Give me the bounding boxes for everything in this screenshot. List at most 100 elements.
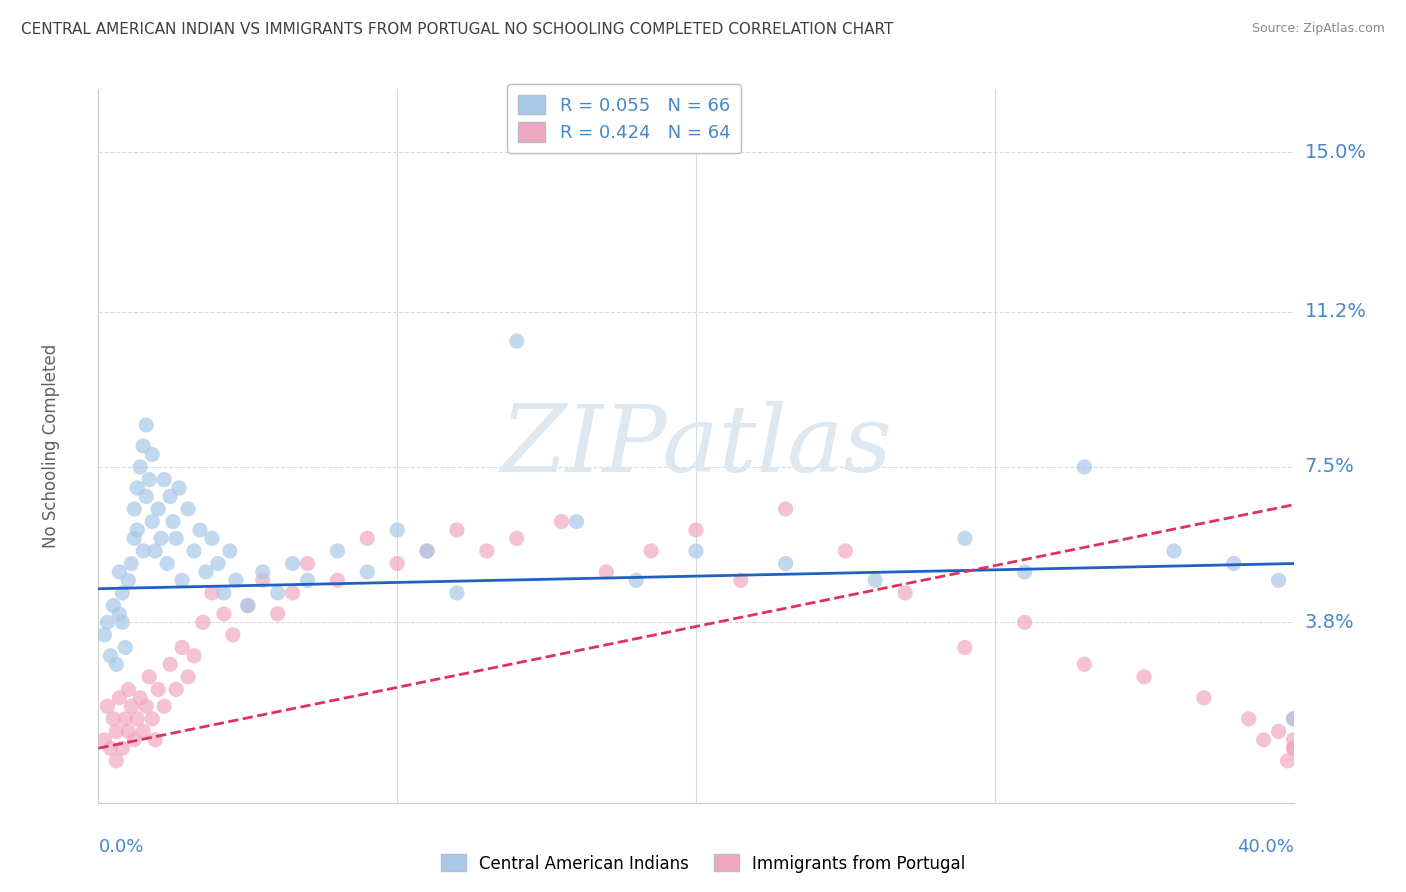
Point xyxy=(1192,690,1215,705)
Point xyxy=(165,682,187,697)
Point xyxy=(117,724,139,739)
Point xyxy=(135,699,157,714)
Point xyxy=(225,574,247,588)
Point xyxy=(1253,732,1275,747)
Point xyxy=(775,502,797,516)
Text: 7.5%: 7.5% xyxy=(1305,458,1354,476)
Point xyxy=(129,690,152,705)
Point xyxy=(138,670,160,684)
Point xyxy=(96,615,118,630)
Point xyxy=(281,586,304,600)
Point xyxy=(281,557,304,571)
Point xyxy=(201,586,224,600)
Point xyxy=(236,599,259,613)
Point xyxy=(252,565,274,579)
Point xyxy=(98,648,122,663)
Point xyxy=(191,615,214,630)
Point xyxy=(138,473,160,487)
Point xyxy=(506,532,529,546)
Point xyxy=(141,447,163,461)
Point xyxy=(1014,615,1036,630)
Point xyxy=(1163,544,1185,558)
Point xyxy=(143,732,166,747)
Point xyxy=(1277,754,1299,768)
Point xyxy=(775,557,797,571)
Point xyxy=(1282,712,1305,726)
Point xyxy=(219,544,242,558)
Point xyxy=(834,544,856,558)
Point xyxy=(108,690,131,705)
Point xyxy=(446,523,468,537)
Point xyxy=(156,557,179,571)
Point xyxy=(1223,557,1246,571)
Point xyxy=(124,732,146,747)
Text: 40.0%: 40.0% xyxy=(1237,838,1294,856)
Point xyxy=(103,599,125,613)
Point xyxy=(127,712,149,726)
Point xyxy=(640,544,662,558)
Point xyxy=(120,699,142,714)
Text: 15.0%: 15.0% xyxy=(1305,143,1367,161)
Point xyxy=(1282,712,1305,726)
Point xyxy=(953,640,976,655)
Point xyxy=(267,586,290,600)
Point xyxy=(177,670,200,684)
Point xyxy=(105,724,128,739)
Point xyxy=(326,544,349,558)
Point xyxy=(108,565,131,579)
Point xyxy=(93,628,115,642)
Point xyxy=(172,574,194,588)
Point xyxy=(162,515,184,529)
Point xyxy=(167,481,190,495)
Point xyxy=(894,586,917,600)
Text: CENTRAL AMERICAN INDIAN VS IMMIGRANTS FROM PORTUGAL NO SCHOOLING COMPLETED CORRE: CENTRAL AMERICAN INDIAN VS IMMIGRANTS FR… xyxy=(21,22,893,37)
Point xyxy=(865,574,887,588)
Point xyxy=(1267,724,1289,739)
Point xyxy=(1014,565,1036,579)
Point xyxy=(105,754,128,768)
Point xyxy=(356,565,378,579)
Point xyxy=(127,481,149,495)
Point xyxy=(212,607,235,621)
Point xyxy=(236,599,259,613)
Point xyxy=(129,460,152,475)
Point xyxy=(953,532,976,546)
Point xyxy=(159,657,181,672)
Point xyxy=(132,724,155,739)
Point xyxy=(120,557,142,571)
Point xyxy=(297,574,319,588)
Point xyxy=(446,586,468,600)
Point xyxy=(1073,657,1095,672)
Point xyxy=(475,544,498,558)
Point xyxy=(297,557,319,571)
Point xyxy=(1237,712,1260,726)
Point xyxy=(111,741,134,756)
Point xyxy=(183,648,205,663)
Point xyxy=(172,640,194,655)
Point xyxy=(685,544,707,558)
Point xyxy=(153,699,176,714)
Point xyxy=(1282,732,1305,747)
Point xyxy=(212,586,235,600)
Point xyxy=(132,439,155,453)
Point xyxy=(1282,741,1305,756)
Point xyxy=(685,523,707,537)
Point xyxy=(252,574,274,588)
Point xyxy=(159,489,181,503)
Point xyxy=(108,607,131,621)
Point xyxy=(385,523,409,537)
Text: No Schooling Completed: No Schooling Completed xyxy=(42,344,59,548)
Point xyxy=(183,544,205,558)
Point xyxy=(195,565,218,579)
Text: 0.0%: 0.0% xyxy=(98,838,143,856)
Point xyxy=(385,557,409,571)
Point xyxy=(103,712,125,726)
Point xyxy=(1073,460,1095,475)
Point xyxy=(132,544,155,558)
Point xyxy=(356,532,378,546)
Point xyxy=(105,657,128,672)
Point xyxy=(326,574,349,588)
Point xyxy=(730,574,752,588)
Point xyxy=(98,741,122,756)
Point xyxy=(165,532,187,546)
